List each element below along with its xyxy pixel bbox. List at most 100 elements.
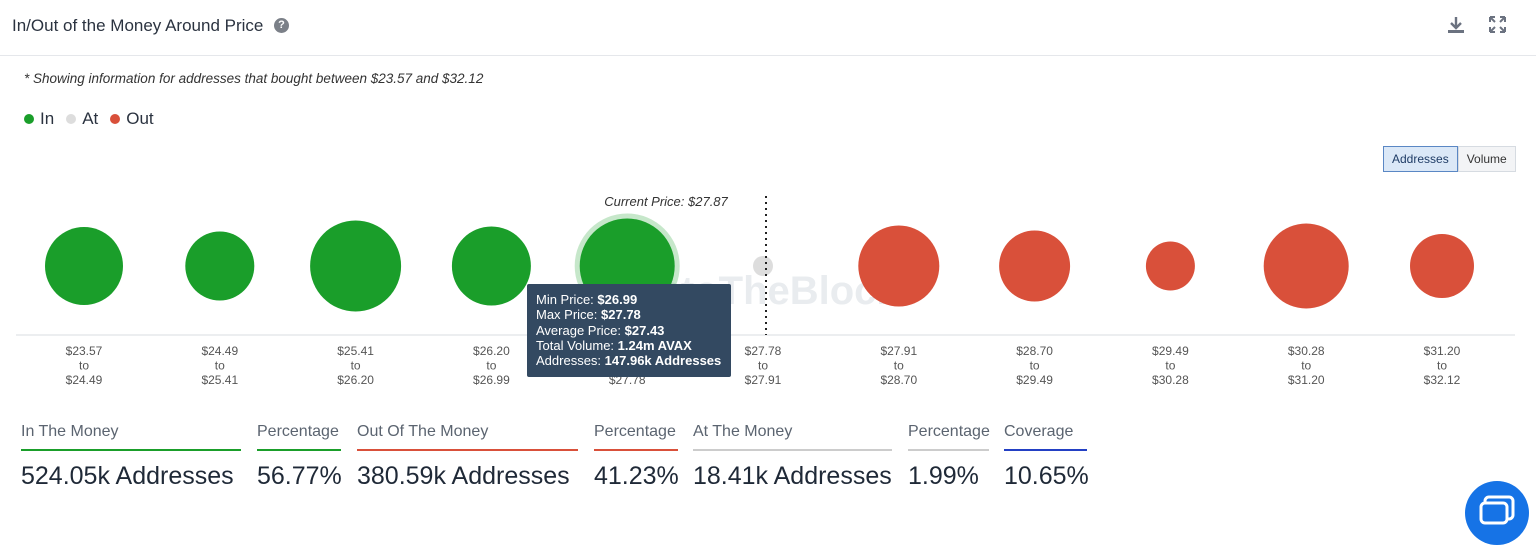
chat-button[interactable] bbox=[1465, 481, 1529, 545]
tick-label-line: $26.99 bbox=[473, 373, 510, 387]
stat-at-the-money: At The Money 18.41k Addresses bbox=[693, 423, 892, 491]
download-icon[interactable] bbox=[1447, 16, 1465, 34]
tooltip-avg-row: Average Price: $27.43 bbox=[536, 323, 722, 338]
legend-item-in[interactable]: In bbox=[24, 109, 54, 129]
tick-label-line: $29.49 bbox=[1152, 344, 1189, 358]
legend-out-dot bbox=[110, 114, 121, 124]
legend-out-label: Out bbox=[126, 109, 154, 128]
stat-out-percentage: Percentage 41.23% bbox=[594, 423, 679, 491]
fullscreen-icon[interactable] bbox=[1489, 16, 1506, 33]
tick-label-line: $24.49 bbox=[201, 344, 238, 358]
tick-label: $31.20 to $32.12 bbox=[1424, 344, 1461, 387]
tick-label-line: to bbox=[1301, 359, 1311, 373]
tick-label: $23.57 to $24.49 bbox=[66, 344, 103, 387]
metric-toggle: Addresses Volume bbox=[1383, 146, 1516, 172]
tick-label-line: $32.12 bbox=[1424, 373, 1461, 387]
legend: In At Out bbox=[24, 109, 154, 129]
tooltip-addresses-value: 147.96k Addresses bbox=[604, 353, 722, 369]
stat-value: 56.77% bbox=[257, 462, 342, 490]
stat-label: Percentage bbox=[257, 423, 341, 451]
bubble-out[interactable] bbox=[858, 225, 940, 307]
legend-in-label: In bbox=[40, 109, 55, 128]
tooltip-addresses-row: Addresses: 147.96k Addresses bbox=[536, 353, 722, 368]
stat-value: 1.99% bbox=[908, 462, 979, 490]
chat-bubble-icon bbox=[1479, 495, 1515, 525]
stat-coverage: Coverage 10.65% bbox=[1004, 423, 1089, 491]
tick-label-line: $28.70 bbox=[880, 373, 917, 387]
tick-label-line: to bbox=[486, 359, 496, 373]
panel-header: In/Out of the Money Around Price ? bbox=[0, 0, 1536, 56]
stat-label: In The Money bbox=[21, 423, 241, 451]
legend-at-label: At bbox=[82, 109, 99, 128]
bubble-in[interactable] bbox=[451, 226, 531, 306]
tick-label-line: $28.70 bbox=[1016, 344, 1053, 358]
tooltip-max-row: Max Price: $27.78 bbox=[536, 307, 722, 322]
stat-value: 10.65% bbox=[1004, 462, 1089, 490]
tooltip-avg-value: $27.43 bbox=[624, 322, 665, 338]
addresses-toggle-button[interactable]: Addresses bbox=[1383, 146, 1458, 172]
tooltip-volume-row: Total Volume: 1.24m AVAX bbox=[536, 338, 722, 353]
tick-label: $27.91 to $28.70 bbox=[880, 344, 917, 387]
tick-label-line: to bbox=[1437, 359, 1447, 373]
tooltip-volume-value: 1.24m AVAX bbox=[617, 337, 692, 353]
tooltip-volume-label: Total Volume: bbox=[536, 337, 618, 353]
tooltip-min-row: Min Price: $26.99 bbox=[536, 292, 722, 307]
bubble-out[interactable] bbox=[999, 230, 1071, 302]
stat-in-percentage: Percentage 56.77% bbox=[257, 423, 342, 491]
bubble-in[interactable] bbox=[45, 227, 123, 305]
tick-label-line: $23.57 bbox=[66, 344, 103, 358]
tick-label: $28.70 to $29.49 bbox=[1016, 344, 1053, 387]
tick-label: $26.20 to $26.99 bbox=[473, 344, 510, 387]
bubble-in[interactable] bbox=[185, 231, 255, 301]
bubble-chart: IntoTheBlock Current Price: $27.87 $23.5… bbox=[16, 194, 1515, 387]
bubble-out[interactable] bbox=[1263, 223, 1349, 309]
tick-label-line: to bbox=[758, 359, 768, 373]
tick-label-line: $27.91 bbox=[880, 344, 917, 358]
volume-toggle-button[interactable]: Volume bbox=[1457, 146, 1516, 172]
tick-label-line: $27.91 bbox=[745, 373, 782, 387]
legend-at-dot bbox=[66, 114, 77, 124]
stat-value: 524.05k Addresses bbox=[21, 462, 234, 490]
stat-label: Out Of The Money bbox=[357, 423, 578, 451]
bubble-out[interactable] bbox=[1145, 241, 1195, 291]
tooltip-max-value: $27.78 bbox=[601, 307, 641, 323]
tick-label: $29.49 to $30.28 bbox=[1152, 344, 1189, 387]
panel-title: In/Out of the Money Around Price bbox=[12, 16, 264, 35]
tick-label-line: $29.49 bbox=[1016, 373, 1053, 387]
tick-label: $25.41 to $26.20 bbox=[337, 344, 374, 387]
tick-label-line: to bbox=[351, 359, 361, 373]
tooltip-min-label: Min Price: bbox=[536, 292, 598, 307]
tick-label-line: $25.41 bbox=[337, 344, 374, 358]
tick-label-line: to bbox=[894, 359, 904, 373]
tooltip-addresses-label: Addresses: bbox=[536, 353, 605, 369]
stat-value: 380.59k Addresses bbox=[357, 462, 570, 490]
stat-in-the-money: In The Money 524.05k Addresses bbox=[21, 423, 241, 491]
tick-label-line: $26.20 bbox=[473, 344, 510, 358]
current-price-label: Current Price: $27.87 bbox=[604, 194, 728, 209]
help-icon[interactable]: ? bbox=[274, 18, 289, 33]
stat-label: Coverage bbox=[1004, 423, 1087, 451]
tick-label-line: $30.28 bbox=[1152, 373, 1189, 387]
bubble-in[interactable] bbox=[310, 220, 402, 312]
stat-label: At The Money bbox=[693, 423, 892, 451]
tick-label-line: to bbox=[1030, 359, 1040, 373]
tick-label-line: to bbox=[1165, 359, 1175, 373]
tooltip-min-value: $26.99 bbox=[597, 292, 638, 307]
tick-label: $24.49 to $25.41 bbox=[201, 344, 238, 387]
tick-label-line: $25.41 bbox=[201, 373, 238, 387]
stat-at-percentage: Percentage 1.99% bbox=[908, 423, 990, 491]
bubble-at[interactable] bbox=[753, 256, 773, 276]
legend-in-dot bbox=[24, 114, 34, 124]
legend-item-out[interactable]: Out bbox=[110, 109, 154, 129]
tick-label-line: $26.20 bbox=[337, 373, 374, 387]
tooltip-avg-label: Average Price: bbox=[536, 322, 625, 338]
stat-out-of-the-money: Out Of The Money 380.59k Addresses bbox=[357, 423, 578, 491]
stat-value: 41.23% bbox=[594, 462, 679, 490]
tick-label-line: $24.49 bbox=[66, 373, 103, 387]
bubble-out[interactable] bbox=[1410, 234, 1474, 298]
legend-item-at[interactable]: At bbox=[66, 109, 98, 129]
stat-label: Percentage bbox=[594, 423, 678, 451]
tick-label-line: $27.78 bbox=[745, 344, 782, 358]
tick-label-line: to bbox=[215, 359, 225, 373]
range-note: * Showing information for addresses that… bbox=[24, 71, 484, 86]
